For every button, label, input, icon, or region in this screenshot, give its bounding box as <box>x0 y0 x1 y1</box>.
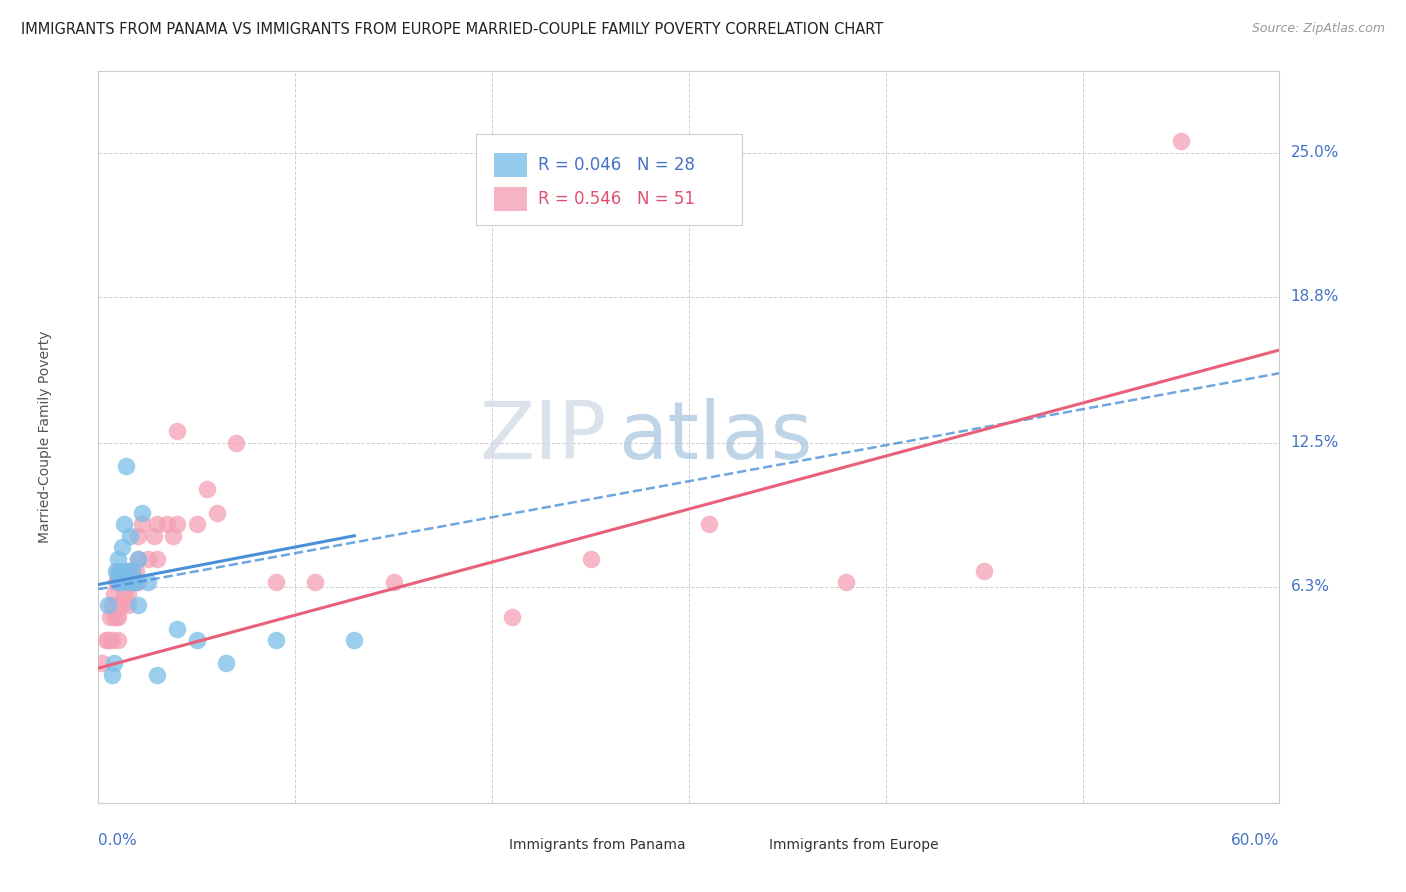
Point <box>118 575 141 590</box>
Point <box>111 575 134 590</box>
Point <box>156 517 179 532</box>
Point <box>111 564 134 578</box>
Point <box>127 552 149 566</box>
Point <box>117 564 139 578</box>
Text: 12.5%: 12.5% <box>1291 435 1339 450</box>
Point <box>121 564 143 578</box>
FancyBboxPatch shape <box>494 187 527 211</box>
Text: Source: ZipAtlas.com: Source: ZipAtlas.com <box>1251 22 1385 36</box>
Point <box>186 517 208 532</box>
Text: ZIP: ZIP <box>479 398 606 476</box>
Point <box>107 610 129 624</box>
Point <box>101 668 124 682</box>
Point <box>382 575 405 590</box>
Point <box>103 657 125 671</box>
Point <box>264 575 287 590</box>
Text: 18.8%: 18.8% <box>1291 289 1339 304</box>
Point <box>125 575 148 590</box>
Text: 60.0%: 60.0% <box>1232 833 1279 848</box>
Point <box>112 587 135 601</box>
Point <box>125 564 148 578</box>
Point <box>107 552 129 566</box>
Point <box>107 575 129 590</box>
Point <box>166 517 188 532</box>
Text: R = 0.546   N = 51: R = 0.546 N = 51 <box>537 190 695 209</box>
Point <box>96 633 118 648</box>
Point <box>107 599 129 613</box>
Point <box>186 633 208 648</box>
Point <box>127 575 149 590</box>
Point <box>107 633 129 648</box>
Point <box>162 529 184 543</box>
Point <box>1170 134 1192 148</box>
Point <box>166 622 188 636</box>
Text: Married-Couple Family Poverty: Married-Couple Family Poverty <box>38 331 52 543</box>
Point <box>98 610 121 624</box>
Point <box>97 633 120 648</box>
Point <box>136 552 159 566</box>
Point <box>117 575 139 590</box>
Point <box>225 436 247 450</box>
Text: 6.3%: 6.3% <box>1291 579 1330 594</box>
FancyBboxPatch shape <box>494 153 527 177</box>
Point <box>97 599 120 613</box>
Point <box>264 633 287 648</box>
Point <box>215 657 238 671</box>
Point <box>117 587 139 601</box>
Text: R = 0.046   N = 28: R = 0.046 N = 28 <box>537 156 695 174</box>
Point <box>121 564 143 578</box>
FancyBboxPatch shape <box>477 134 742 225</box>
Point <box>304 575 326 590</box>
Point <box>127 529 149 543</box>
Point <box>111 599 134 613</box>
Point <box>115 575 138 590</box>
Text: Immigrants from Panama: Immigrants from Panama <box>509 838 686 852</box>
Point <box>697 517 720 532</box>
Text: 25.0%: 25.0% <box>1291 145 1339 161</box>
Text: IMMIGRANTS FROM PANAMA VS IMMIGRANTS FROM EUROPE MARRIED-COUPLE FAMILY POVERTY C: IMMIGRANTS FROM PANAMA VS IMMIGRANTS FRO… <box>21 22 883 37</box>
Point <box>127 599 149 613</box>
Point <box>835 575 858 590</box>
Point <box>166 424 188 438</box>
Point <box>146 517 169 532</box>
Point <box>105 610 128 624</box>
Point <box>122 575 145 590</box>
Point <box>501 610 523 624</box>
Text: 0.0%: 0.0% <box>98 833 138 848</box>
Text: Immigrants from Europe: Immigrants from Europe <box>769 838 939 852</box>
Point <box>117 599 139 613</box>
Point <box>107 575 129 590</box>
Point <box>142 529 165 543</box>
Point <box>195 483 218 497</box>
Point <box>105 575 128 590</box>
Point <box>117 575 139 590</box>
Point <box>973 564 995 578</box>
Point <box>343 633 366 648</box>
Point <box>107 564 129 578</box>
Point <box>91 657 114 671</box>
Point <box>103 587 125 601</box>
Point <box>111 541 134 555</box>
Point <box>131 506 153 520</box>
Point <box>146 668 169 682</box>
Point <box>105 564 128 578</box>
Point <box>115 459 138 474</box>
Point <box>101 633 124 648</box>
Point <box>122 575 145 590</box>
Point <box>118 529 141 543</box>
Point <box>107 568 129 582</box>
Point <box>136 575 159 590</box>
Point <box>127 552 149 566</box>
Point <box>131 517 153 532</box>
Point <box>112 517 135 532</box>
Point <box>579 552 602 566</box>
Point <box>101 599 124 613</box>
Point <box>117 564 139 578</box>
Text: atlas: atlas <box>619 398 813 476</box>
Point <box>146 552 169 566</box>
Point <box>103 610 125 624</box>
Point <box>205 506 228 520</box>
